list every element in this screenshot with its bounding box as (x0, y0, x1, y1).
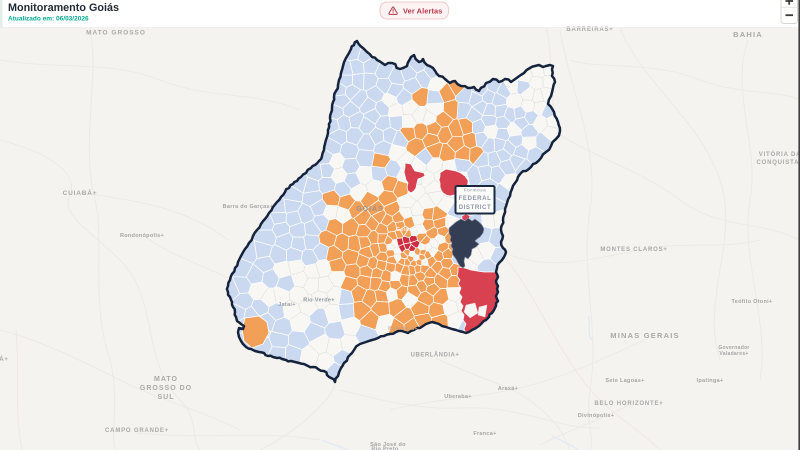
svg-text:Franca+: Franca+ (473, 431, 496, 437)
svg-text:UBERLÂNDIA+: UBERLÂNDIA+ (411, 352, 460, 359)
svg-text:CUIABÁ+: CUIABÁ+ (63, 188, 98, 197)
svg-text:Divinópolis+: Divinópolis+ (578, 413, 614, 419)
svg-text:São José do: São José do (370, 442, 406, 448)
svg-text:Ver Alertas: Ver Alertas (403, 7, 442, 16)
svg-text:BAHIA: BAHIA (733, 30, 763, 39)
svg-text:Ipatinga+: Ipatinga+ (697, 378, 724, 384)
svg-text:Uberaba+: Uberaba+ (444, 394, 472, 400)
svg-text:Goiânia+: Goiânia+ (396, 227, 420, 233)
svg-text:MATO: MATO (154, 376, 178, 383)
svg-text:BARREIRAS+: BARREIRAS+ (566, 27, 613, 33)
svg-text:CAMPO GRANDE+: CAMPO GRANDE+ (105, 428, 169, 434)
svg-text:SUL: SUL (158, 394, 175, 401)
svg-text:MATO GROSSO: MATO GROSSO (86, 30, 146, 37)
svg-text:MINAS GERAIS: MINAS GERAIS (610, 331, 679, 340)
svg-text:BELO HORIZONTE+: BELO HORIZONTE+ (594, 401, 663, 407)
svg-text:Rio Verde+: Rio Verde+ (303, 298, 335, 304)
svg-text:MONTES CLAROS+: MONTES CLAROS+ (600, 247, 667, 253)
svg-text:Barra do Garças+: Barra do Garças+ (223, 204, 274, 210)
svg-text:CORUMBÁ+: CORUMBÁ+ (0, 356, 9, 363)
svg-text:Monitoramento Goiás: Monitoramento Goiás (8, 2, 119, 14)
svg-text:Jataí+: Jataí+ (278, 302, 296, 308)
svg-text:Teófilo Otoni+: Teófilo Otoni+ (732, 299, 773, 305)
svg-text:Itumbiara+: Itumbiara+ (388, 326, 417, 332)
svg-text:Araxá+: Araxá+ (498, 386, 518, 392)
svg-text:CONQUISTA+: CONQUISTA+ (756, 160, 800, 166)
svg-text:DISTRICT: DISTRICT (459, 204, 492, 211)
svg-text:VITÓRIA DA: VITÓRIA DA (759, 150, 800, 158)
svg-text:FEDERAL: FEDERAL (459, 195, 492, 202)
svg-text:Atualizado em: 06/03/2026: Atualizado em: 06/03/2026 (8, 16, 89, 23)
svg-text:Rondonópolis+: Rondonópolis+ (120, 233, 164, 239)
svg-text:Sete Lagoas+: Sete Lagoas+ (605, 378, 644, 384)
svg-text:Governador: Governador (718, 345, 749, 351)
svg-text:GROSSO DO: GROSSO DO (140, 385, 192, 392)
svg-text:Valadares+: Valadares+ (719, 351, 748, 357)
svg-text:Rio Preto: Rio Preto (371, 447, 398, 450)
svg-text:GOIÁS: GOIÁS (356, 204, 384, 213)
svg-text:Formosa: Formosa (464, 188, 486, 193)
